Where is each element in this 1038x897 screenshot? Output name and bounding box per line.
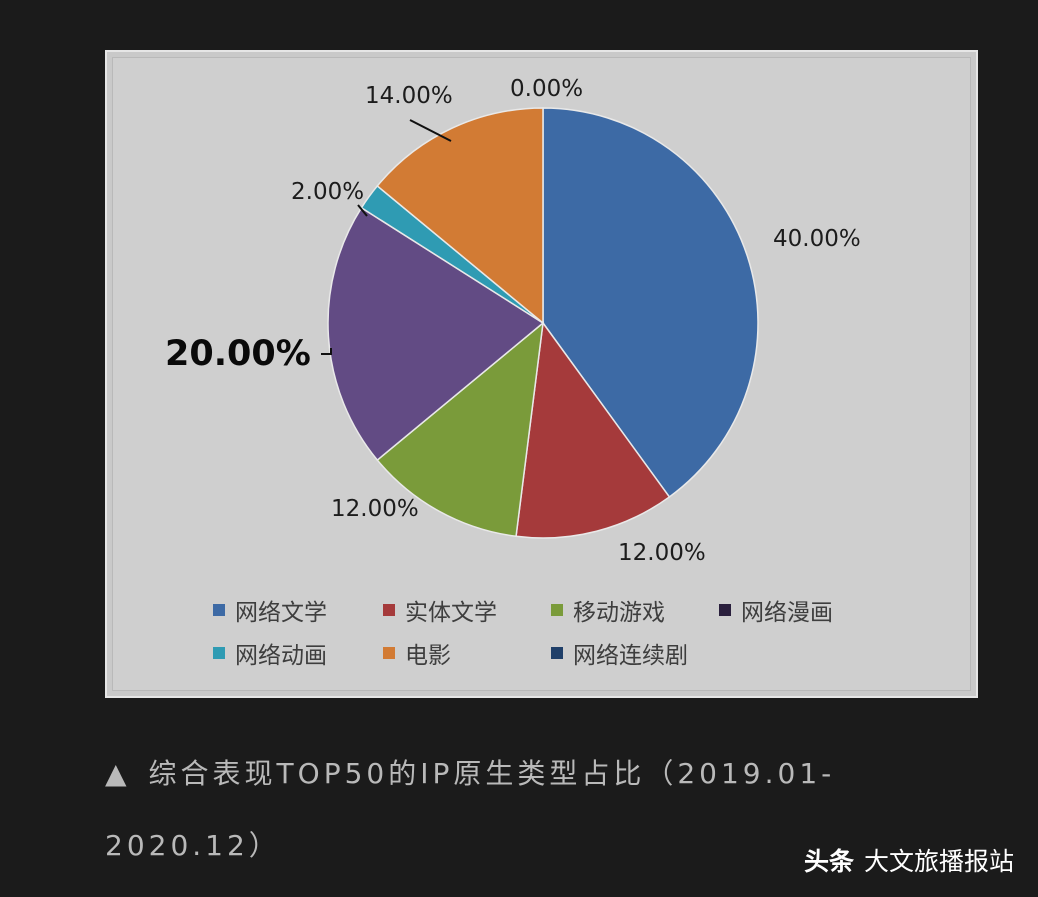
legend-label: 网络动画: [235, 643, 327, 669]
legend-item-网络连续剧: 网络连续剧: [551, 636, 688, 670]
legend-item-网络漫画: 网络漫画: [719, 593, 833, 627]
toutiao-logo: 头条: [803, 847, 854, 876]
pie-slice-网络漫画: [327, 206, 545, 462]
figure-caption: ▲ 综合表现TOP50的IP原生类型占比（2019.01-2020.12）: [105, 738, 925, 882]
pie-chart: 40.00% 12.00% 12.00% 20.00% 2.00% 14.00% 0.00%: [165, 76, 861, 566]
caption-text: 综合表现TOP50的IP原生类型占比（2019.01-2020.12）: [105, 757, 836, 862]
chart-frame: 40.00% 12.00% 12.00% 20.00% 2.00% 14.00% 0.00%…: [105, 50, 978, 698]
legend-item-电影: 电影: [383, 636, 551, 670]
legend-row-1: 网络文学 实体文学 移动游戏 网络漫画: [213, 593, 833, 627]
pie-slice-移动游戏: [376, 321, 544, 538]
legend-label: 网络漫画: [741, 600, 833, 626]
watermark-text: 大文旅播报站: [863, 847, 1014, 876]
legend-label: 网络文学: [235, 600, 327, 626]
legend-swatch: [213, 604, 225, 616]
watermark: 头条 大文旅播报站: [804, 842, 1014, 878]
triangle-up-icon: ▲: [105, 757, 127, 790]
data-label-实体文学: 12.00%: [618, 540, 706, 566]
legend-label: 电影: [405, 643, 451, 669]
data-labels: 40.00% 12.00% 12.00% 20.00% 2.00% 14.00% 0.00%: [165, 76, 861, 566]
data-label-电影: 14.00%: [365, 83, 453, 109]
pie-slice-网络文学: [542, 107, 759, 498]
legend-swatch: [383, 647, 395, 659]
legend-swatch: [383, 604, 395, 616]
legend-row-2: 网络动画 电影 网络连续剧: [213, 636, 688, 670]
leader-line-网络动画: [357, 204, 368, 217]
chart-area: 40.00% 12.00% 12.00% 20.00% 2.00% 14.00% 0.00%…: [112, 57, 971, 691]
legend-label: 网络连续剧: [573, 643, 688, 669]
leader-line-网络漫画: [321, 348, 332, 355]
legend-swatch: [213, 647, 225, 659]
legend-item-网络动画: 网络动画: [213, 636, 383, 670]
data-label-移动游戏: 12.00%: [331, 496, 419, 522]
legend-swatch: [551, 647, 563, 659]
legend-swatch: [551, 604, 563, 616]
pie-slice-实体文学: [515, 321, 671, 539]
data-label-网络文学: 40.00%: [773, 226, 861, 252]
leader-lines: [321, 119, 452, 355]
legend-swatch: [719, 604, 731, 616]
legend-label: 实体文学: [405, 600, 497, 626]
legend-item-网络文学: 网络文学: [213, 593, 383, 627]
data-label-网络动画: 2.00%: [291, 179, 364, 205]
legend-item-移动游戏: 移动游戏: [551, 593, 719, 627]
leader-line-电影: [409, 119, 452, 142]
data-label-网络漫画: 20.00%: [165, 334, 311, 374]
pie-slices: [327, 107, 759, 539]
legend-label: 移动游戏: [573, 600, 665, 626]
legend-item-实体文学: 实体文学: [383, 593, 551, 627]
pie-slice-电影: [376, 107, 544, 325]
data-label-网络连续剧: 0.00%: [510, 76, 583, 102]
